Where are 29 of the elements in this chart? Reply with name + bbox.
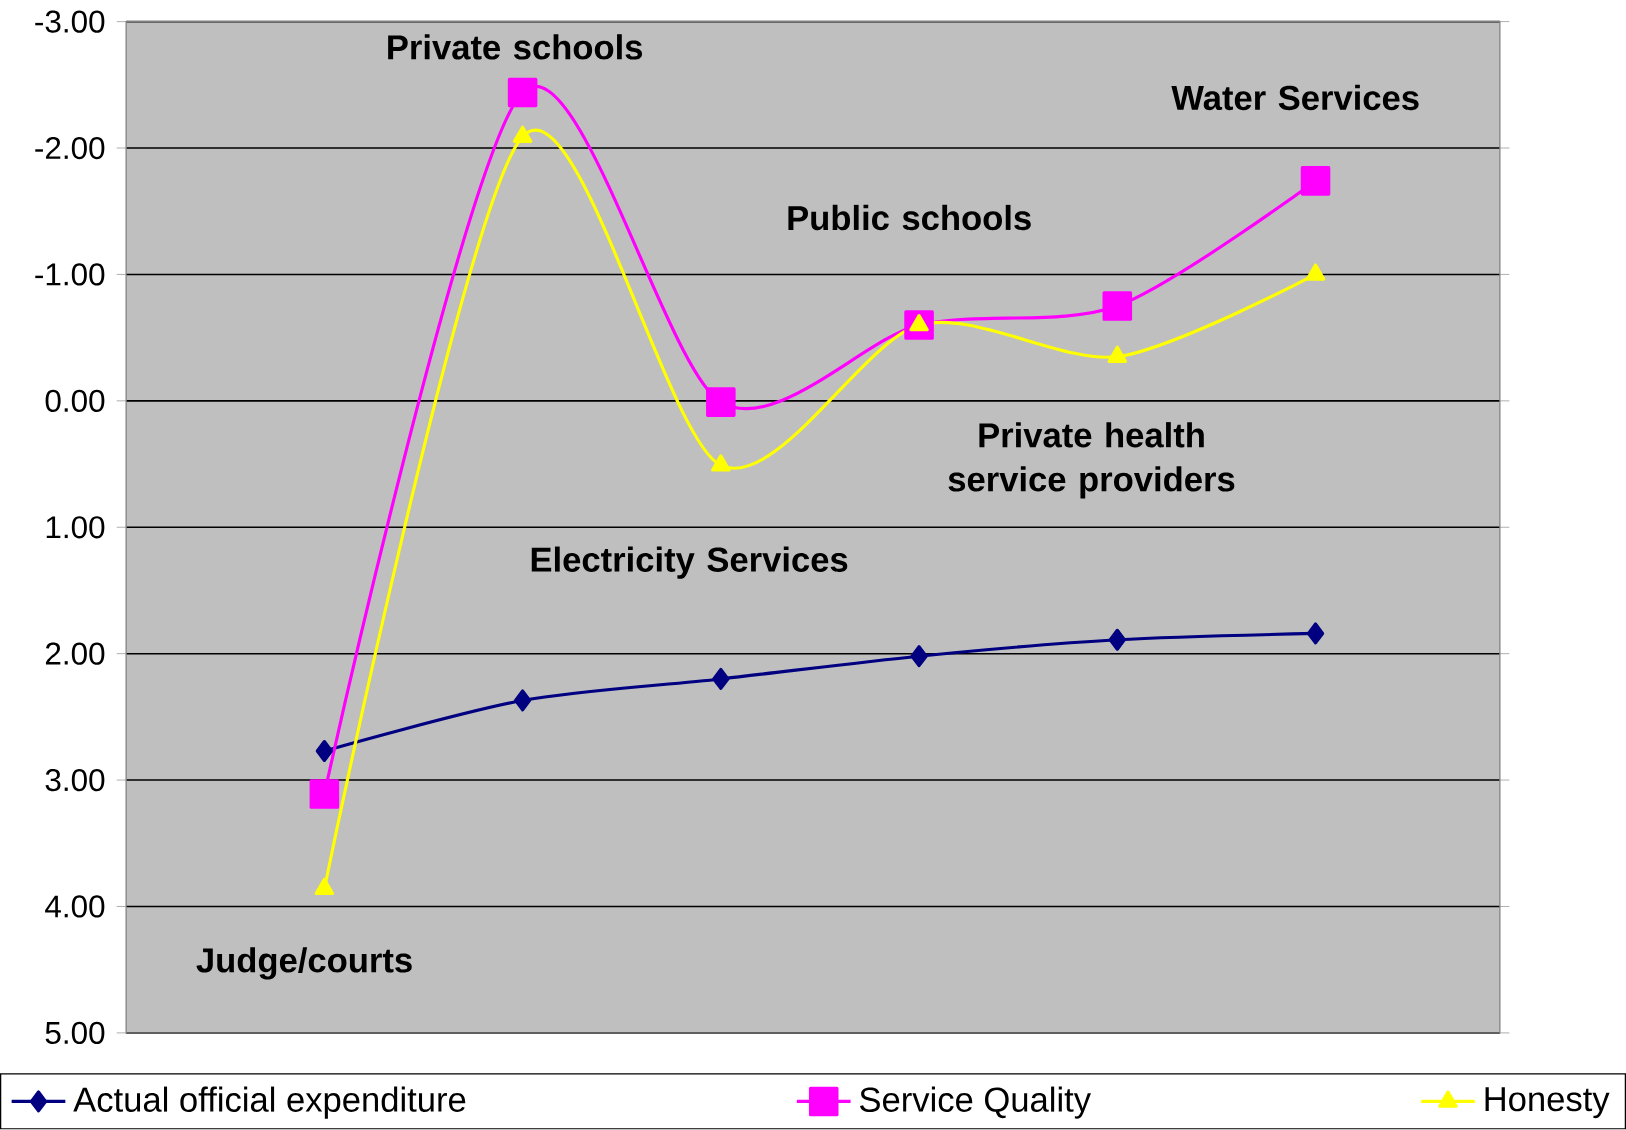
y-tick-label: -3.00 bbox=[35, 10, 105, 33]
point bbox=[1300, 166, 1331, 196]
y-tick-label: 1.00 bbox=[46, 516, 105, 539]
point bbox=[1102, 291, 1133, 322]
y-tick-label: 5.00 bbox=[45, 1022, 105, 1045]
legend-label: Actual official expenditure bbox=[73, 1086, 466, 1119]
y-tick-label: 4.00 bbox=[45, 895, 105, 918]
x-tick-label: Judge/courts bbox=[196, 947, 412, 980]
y-tick-label: -2.00 bbox=[35, 137, 105, 160]
x-tick-label: Water Services bbox=[1171, 85, 1419, 111]
x-tick-label: Private schools bbox=[388, 34, 643, 60]
x-tick-label: Public schools bbox=[788, 205, 1031, 231]
point bbox=[513, 689, 532, 712]
point bbox=[507, 77, 538, 108]
legend-label: Service Quality bbox=[860, 1086, 1091, 1119]
x-tick-label: Electricity Services bbox=[531, 546, 848, 579]
point bbox=[712, 668, 730, 691]
x-tick-label: Private health service providers bbox=[948, 422, 1235, 499]
point bbox=[706, 387, 736, 418]
legend-label: Honesty bbox=[1485, 1087, 1610, 1119]
y-tick-label: 2.00 bbox=[45, 642, 105, 666]
point bbox=[309, 779, 340, 810]
y-tick-label: -1.00 bbox=[35, 263, 105, 286]
point bbox=[315, 740, 334, 763]
point bbox=[1108, 628, 1126, 652]
y-tick-label: 0.00 bbox=[45, 389, 105, 413]
point bbox=[910, 645, 928, 668]
y-tick-label: 3.00 bbox=[45, 769, 105, 792]
point bbox=[1306, 622, 1325, 645]
